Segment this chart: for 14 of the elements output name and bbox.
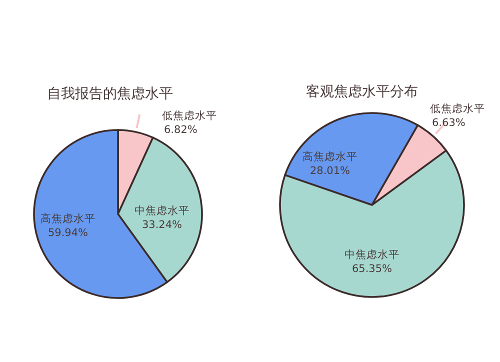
data-label: 65.35%	[352, 263, 392, 275]
slice-label: 高焦虑水平	[302, 150, 358, 163]
chart-title: 自我报告的焦虑水平	[47, 86, 173, 102]
slice-label: 中焦虑水平	[344, 248, 400, 261]
slice-label: 低焦虑水平	[430, 102, 485, 115]
data-label: 28.01%	[310, 165, 350, 177]
slice-label: 高焦虑水平	[40, 212, 96, 225]
chart-title: 客观焦虑水平分布	[306, 84, 418, 100]
data-label: 6.82%	[164, 124, 198, 136]
data-label: 33.24%	[142, 219, 182, 231]
data-label: 6.63%	[432, 117, 466, 129]
legend-label: 低焦虑水平	[162, 109, 217, 122]
slice-label: 中焦虑水平	[134, 204, 190, 217]
data-label: 59.94%	[48, 227, 88, 239]
